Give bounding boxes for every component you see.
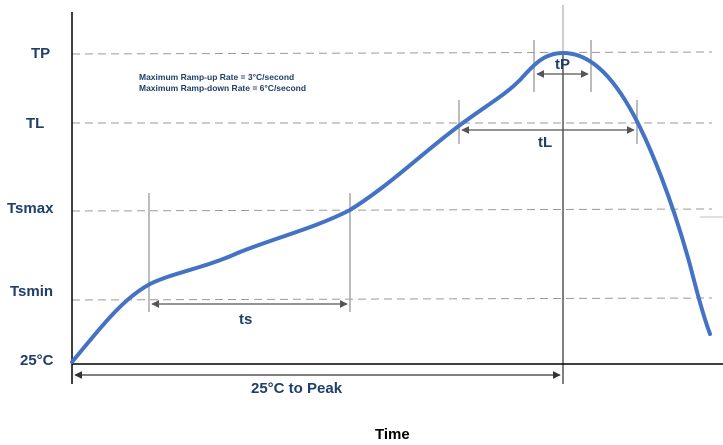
reflow-profile-curve <box>70 50 712 364</box>
tsmax-reference-line <box>71 208 713 212</box>
ramp-down-rate-note: Maximum Ramp-down Rate = 6°C/second <box>139 83 307 93</box>
tl-level-label: TL <box>26 115 45 132</box>
tp-reference-line <box>71 51 713 55</box>
25c-level-label: 25°C <box>20 352 54 369</box>
tsmin-level-label: Tsmin <box>10 283 54 300</box>
tp-interval-label: tP <box>555 56 570 73</box>
ramp-up-rate-note: Maximum Ramp-up Rate = 3°C/second <box>139 72 295 82</box>
tp-level-label: TP <box>31 45 51 62</box>
tl-interval-label: tL <box>538 134 553 151</box>
tsmax-level-label: Tsmax <box>7 200 54 217</box>
to-peak-interval-label: 25°C to Peak <box>251 380 343 397</box>
x-axis-title: Time <box>375 426 410 443</box>
tsmin-reference-line <box>71 297 713 301</box>
ts-interval-label: ts <box>239 311 253 328</box>
